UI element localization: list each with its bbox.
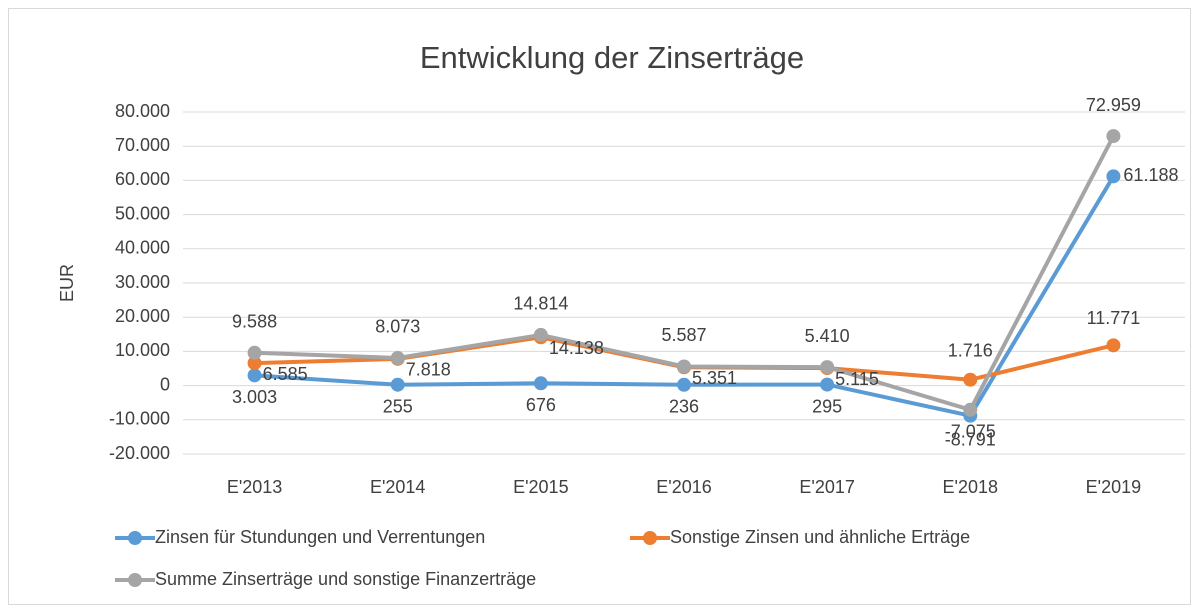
- point: [533, 327, 548, 342]
- data-label: 3.003: [232, 387, 277, 407]
- data-label: 72.959: [1086, 95, 1141, 115]
- y-tick-label: -20.000: [109, 443, 170, 463]
- point: [390, 377, 405, 392]
- y-tick-label: 30.000: [115, 272, 170, 292]
- point: [247, 345, 262, 360]
- point: [1106, 169, 1121, 184]
- legend-label: Sonstige Zinsen und ähnliche Erträge: [670, 527, 970, 547]
- chart-title: Entwicklung der Zinserträge: [420, 40, 804, 75]
- legend-marker: [128, 573, 142, 587]
- point: [820, 360, 835, 375]
- y-tick-label: 0: [160, 374, 170, 394]
- y-tick-label: 80.000: [115, 101, 170, 121]
- x-tick-label: E'2013: [227, 477, 283, 497]
- data-label: 7.818: [406, 360, 451, 380]
- point: [247, 356, 262, 371]
- point: [1106, 338, 1121, 353]
- point: [677, 377, 691, 392]
- legend-marker: [128, 531, 142, 545]
- y-tick-label: 70.000: [115, 135, 170, 155]
- data-label: 9.588: [232, 312, 277, 332]
- legend-label: Summe Zinserträge und sonstige Finanzert…: [155, 569, 536, 589]
- x-tick-label: E'2014: [370, 477, 426, 497]
- data-label: 6.585: [263, 364, 308, 384]
- data-label: 676: [526, 395, 556, 415]
- data-label: 255: [383, 396, 413, 416]
- point: [247, 368, 262, 383]
- legend-label: Zinsen für Stundungen und Verrentungen: [155, 527, 485, 547]
- point: [1106, 129, 1121, 144]
- data-label: 5.351: [692, 368, 737, 388]
- x-tick-label: E'2017: [799, 477, 855, 497]
- point: [677, 359, 691, 374]
- y-tick-label: 50.000: [115, 203, 170, 223]
- y-tick-label: 10.000: [115, 340, 170, 360]
- data-label: 5.410: [805, 326, 850, 346]
- y-tick-label: -10.000: [109, 409, 170, 429]
- point: [963, 372, 978, 387]
- data-label: 295: [812, 396, 842, 416]
- y-axis-label: EUR: [57, 264, 77, 302]
- point: [820, 377, 835, 392]
- data-label: 14.814: [513, 294, 568, 314]
- y-tick-label: 40.000: [115, 238, 170, 258]
- x-tick-label: E'2019: [1086, 477, 1142, 497]
- y-tick-label: 60.000: [115, 169, 170, 189]
- data-label: 236: [669, 397, 699, 417]
- x-tick-label: E'2018: [943, 477, 999, 497]
- x-tick-label: E'2015: [513, 477, 569, 497]
- data-label: 5.587: [661, 325, 706, 345]
- point: [390, 350, 405, 365]
- data-label: 11.771: [1087, 308, 1141, 328]
- y-tick-label: 20.000: [115, 306, 170, 326]
- x-tick-label: E'2016: [656, 477, 712, 497]
- legend-marker: [643, 531, 657, 545]
- data-label: 14.138: [549, 338, 604, 358]
- data-label: 5.115: [835, 369, 879, 389]
- point: [533, 376, 548, 391]
- chart-border: [8, 8, 1191, 605]
- data-label: 8.073: [375, 317, 420, 337]
- data-label: 1.716: [948, 340, 993, 360]
- data-label: -7.075: [945, 422, 996, 442]
- data-label: -8.791: [945, 429, 996, 449]
- data-label: 61.188: [1123, 165, 1178, 185]
- point: [963, 402, 978, 417]
